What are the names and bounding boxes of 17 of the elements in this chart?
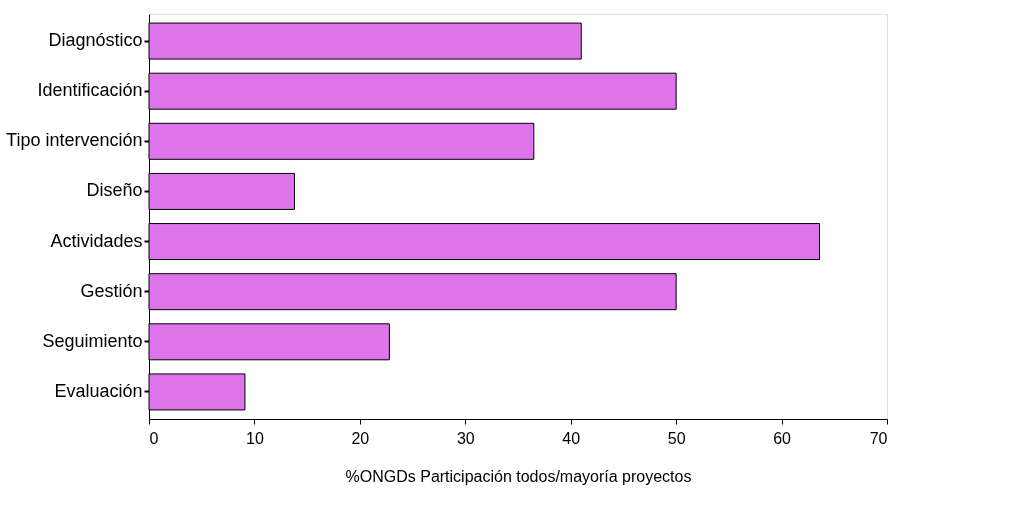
y-tick-label: Seguimiento: [42, 330, 143, 351]
y-tick-label: Evaluación: [54, 380, 143, 401]
x-tick-label: 60: [773, 429, 792, 447]
y-tick-label: Diagnóstico: [48, 30, 143, 51]
x-tick-label: 30: [456, 429, 475, 447]
x-tick-label: 40: [562, 429, 581, 447]
x-tick-label: 0: [149, 429, 159, 447]
y-tick-label: Tipo intervención: [6, 130, 143, 151]
x-tick-label: 20: [351, 429, 370, 447]
x-tick-label: 10: [246, 429, 264, 447]
y-tick-label: Gestión: [80, 280, 143, 301]
x-axis-title: %ONGDs Participación todos/mayoría proyectos: [345, 467, 692, 485]
x-tick-label: 50: [667, 429, 686, 447]
y-tick-label: Identificación: [37, 80, 143, 101]
x-tick-label: 70: [869, 429, 888, 447]
y-tick-label: Actividades: [50, 230, 143, 251]
y-tick-label: Diseño: [86, 180, 143, 201]
